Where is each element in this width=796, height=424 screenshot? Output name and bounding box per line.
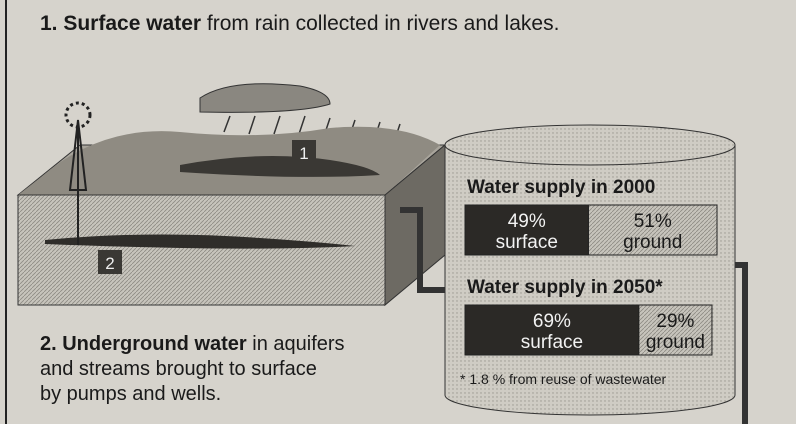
caption-top: 1. Surface water from rain collected in … bbox=[40, 12, 559, 35]
bar-label: 49% bbox=[508, 211, 546, 232]
footnote: * 1.8 % from reuse of wastewater bbox=[460, 371, 667, 387]
supply-title: Water supply in 2000 bbox=[467, 177, 655, 198]
marker: 1 bbox=[299, 144, 308, 163]
supply-title: Water supply in 2050* bbox=[467, 277, 663, 298]
bar-name: surface bbox=[496, 232, 558, 253]
marker: 2 bbox=[105, 254, 114, 273]
bar-label: 29% bbox=[656, 311, 694, 332]
caption-bottom: and streams brought to surface bbox=[40, 358, 317, 380]
caption-bottom: by pumps and wells. bbox=[40, 383, 221, 405]
infographic: 1. Surface water from rain collected in … bbox=[0, 0, 796, 424]
caption-bottom: 2. Underground water in aquifers bbox=[40, 333, 345, 355]
bar-name: surface bbox=[521, 332, 583, 353]
bar-label: 69% bbox=[533, 311, 571, 332]
bar-label: 51% bbox=[634, 211, 672, 232]
bar-name: ground bbox=[646, 332, 705, 353]
bar-name: ground bbox=[623, 232, 682, 253]
